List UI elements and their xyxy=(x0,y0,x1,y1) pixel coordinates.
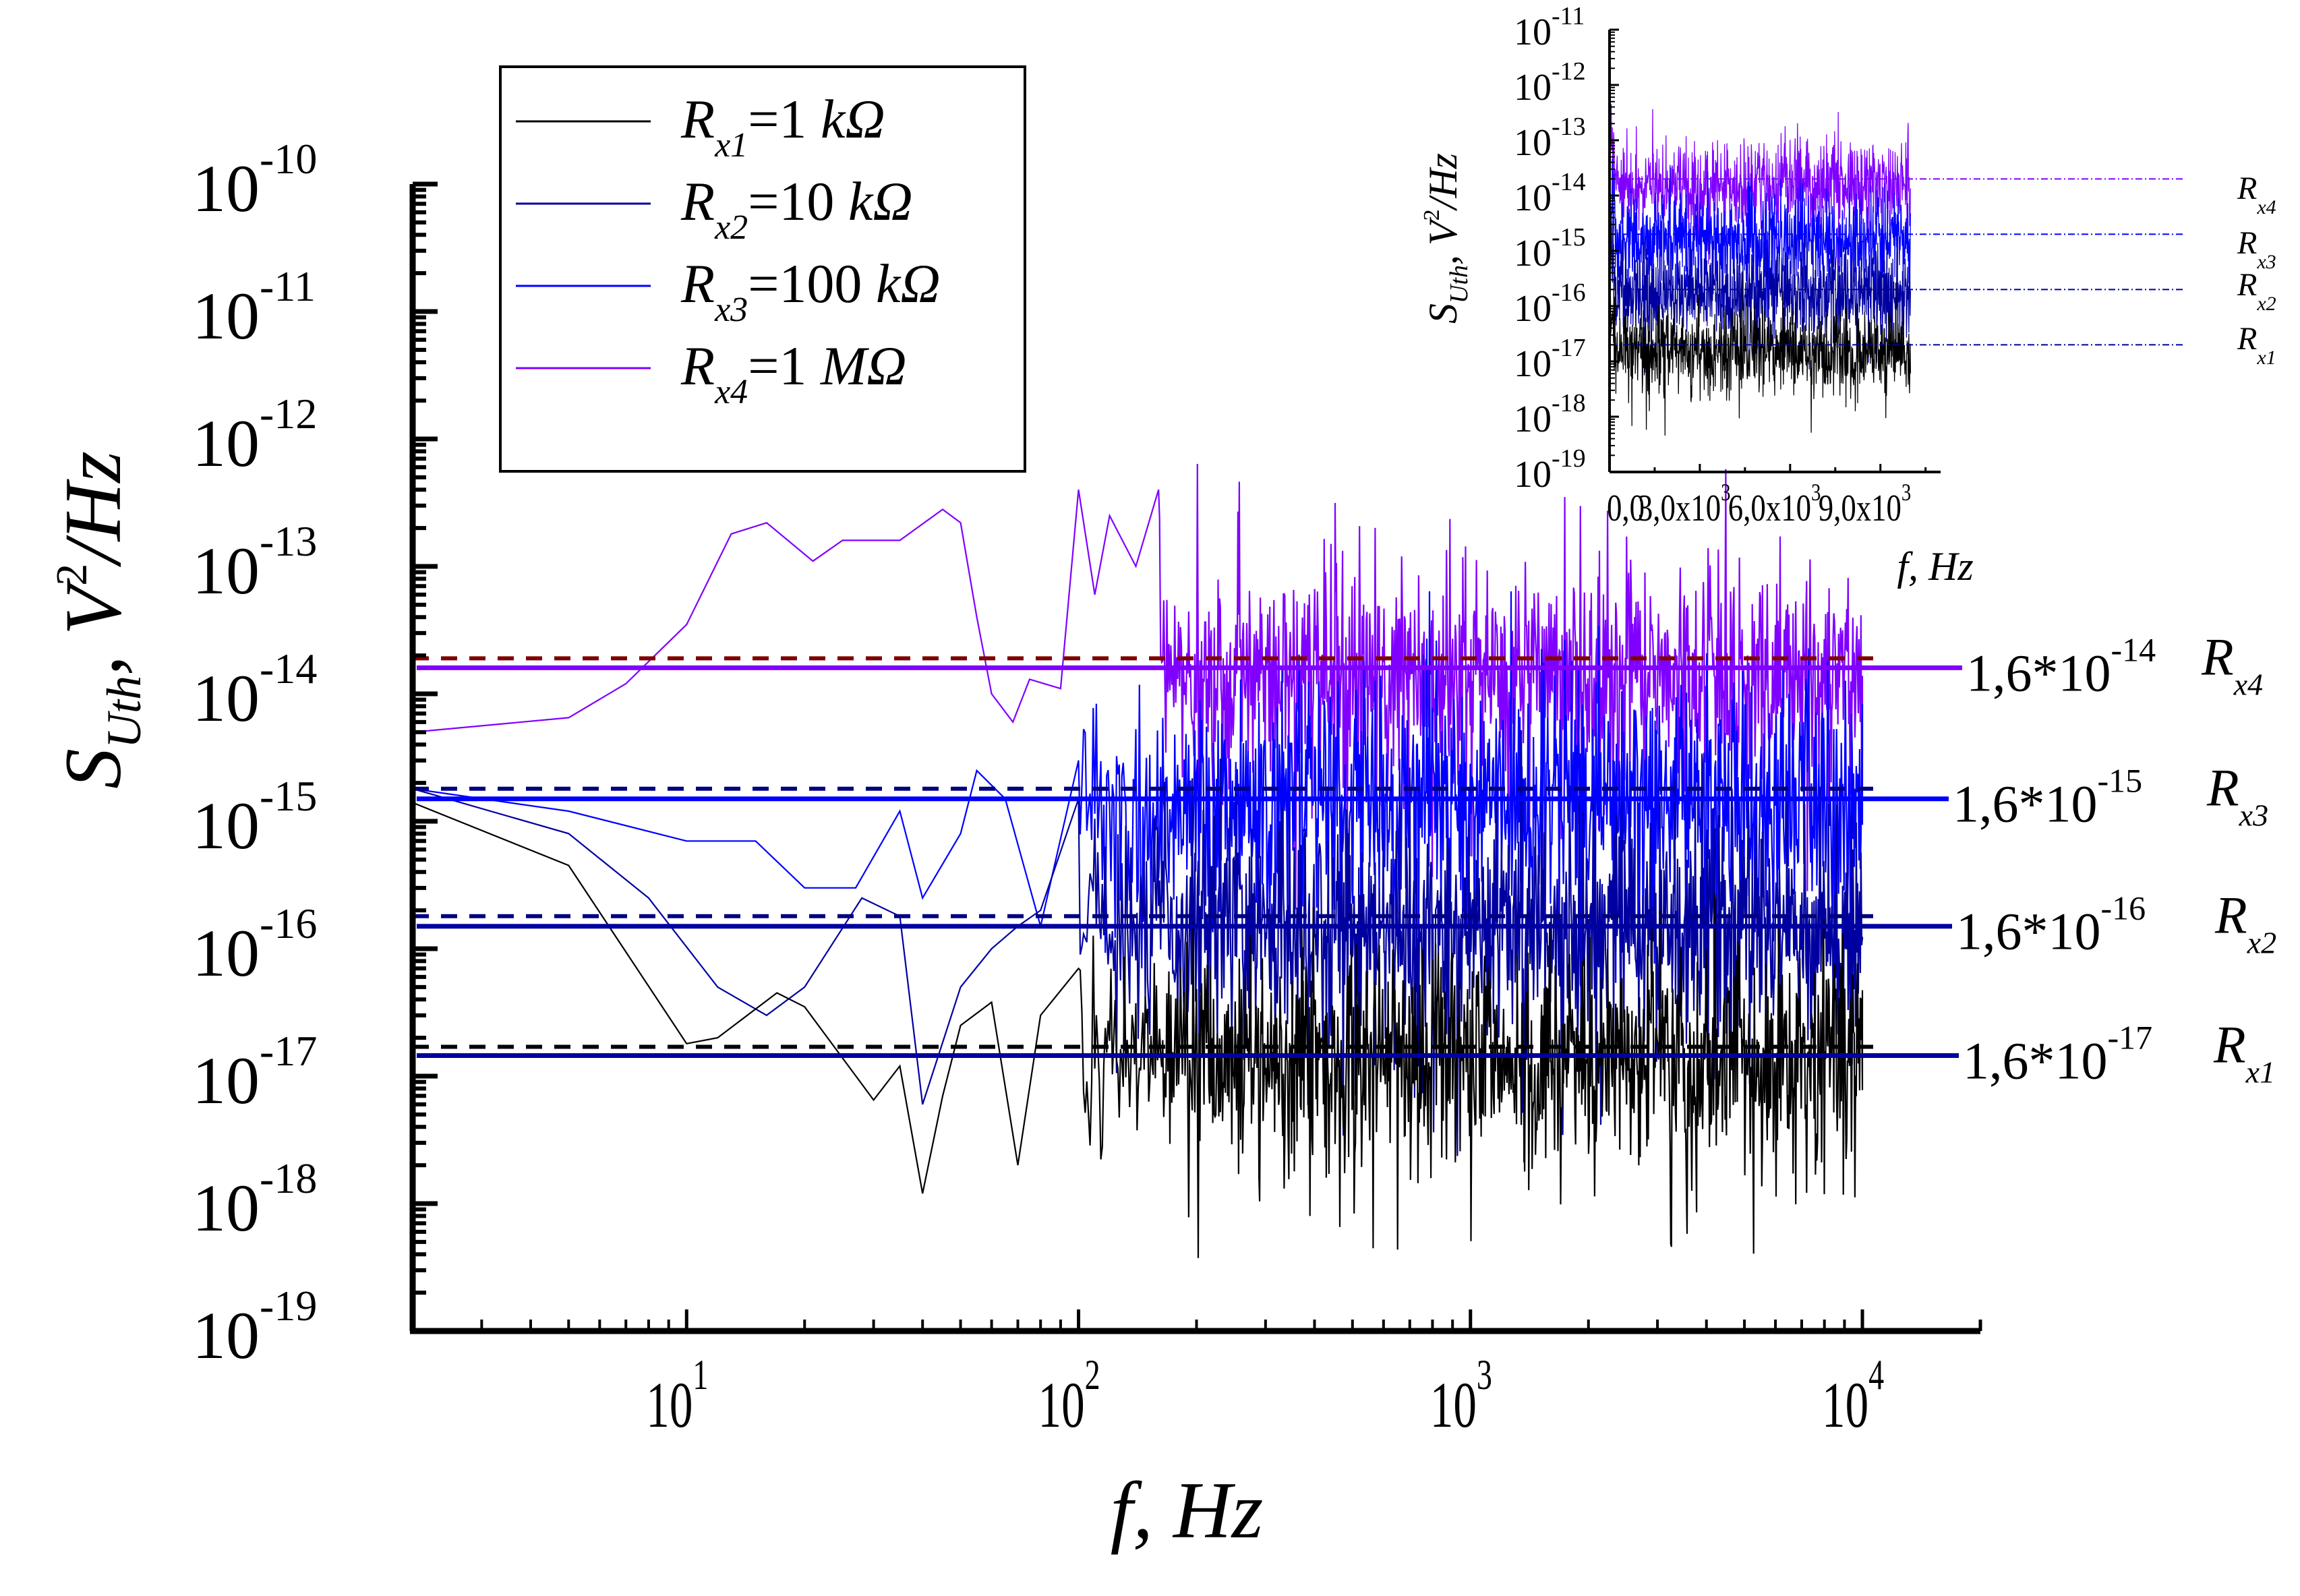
main-x-tick-label: 103 xyxy=(1430,1351,1492,1442)
reference-resistor-label-x1: Rx1 xyxy=(2213,1015,2275,1090)
inset-y-tick-label: 10-17 xyxy=(1514,334,1586,385)
inset-reference-label-x2: Rx2 xyxy=(2237,267,2276,315)
reference-value-label-x2: 1,6*10-16 xyxy=(1956,889,2146,961)
main-y-tick-label: 10-18 xyxy=(192,1154,317,1245)
main-y-tick-label: 10-10 xyxy=(192,135,317,226)
inset-y-tick-label: 10-11 xyxy=(1514,2,1585,53)
main-y-tick-label: 10-16 xyxy=(192,899,317,991)
main-y-tick-label: 10-12 xyxy=(192,390,317,481)
reference-value-label-x1: 1,6*10-17 xyxy=(1963,1019,2152,1090)
inset-series-line-2 xyxy=(1609,216,1912,373)
inset-series-line-4 xyxy=(1609,104,1912,272)
inset-y-tick-label: 10-14 xyxy=(1514,168,1586,219)
main-reference-labels: 1,6*10-14 Rx4 1,6*10-15 Rx3 1,6*10-16 Rx2 1,6*… xyxy=(1953,627,2276,1090)
main-y-tick-label: 10-17 xyxy=(192,1027,317,1118)
series-line-2 xyxy=(412,730,1864,1162)
inset-x-tick-label: 3,0x103 xyxy=(1638,479,1731,529)
reference-value-label-x4: 1,6*10-14 xyxy=(1966,630,2156,702)
inset-y-tick-label: 10-13 xyxy=(1514,113,1586,164)
inset-y-tick-labels: 10-1110-1210-1310-1410-1510-1610-1710-18… xyxy=(1514,2,1586,496)
main-traces xyxy=(412,463,1864,1258)
main-axes xyxy=(409,181,1982,1334)
reference-resistor-label-x4: Rx4 xyxy=(2201,627,2263,701)
main-x-tick-labels: 101 102 103 104 xyxy=(646,1351,1884,1442)
inset-y-tick-label: 10-19 xyxy=(1514,444,1586,496)
inset-axes xyxy=(1608,28,1941,473)
inset-x-tick-label: 6,0x103 xyxy=(1728,479,1821,529)
main-x-tick-label: 104 xyxy=(1822,1351,1884,1442)
legend-label-x3: Rx3=100 kΩ xyxy=(680,253,941,329)
inset-reference-label-x4: Rx4 xyxy=(2237,171,2276,218)
inset-y-axis-label: SUth,V2/Hz xyxy=(1419,153,1473,324)
main-y-tick-label: 10-14 xyxy=(192,645,317,736)
main-y-tick-label: 10-13 xyxy=(192,517,317,608)
legend-frame xyxy=(499,65,1026,473)
reference-value-label-x3: 1,6*10-15 xyxy=(1953,762,2142,833)
main-y-tick-labels: 10-10 10-11 10-12 10-13 10-14 10-15 10-16 10-17… xyxy=(192,135,317,1373)
inset-y-tick-label: 10-15 xyxy=(1514,223,1586,274)
inset-x-tick-label: 9,0x103 xyxy=(1819,479,1912,529)
inset-traces xyxy=(1609,104,1912,436)
main-x-tick-label: 102 xyxy=(1038,1351,1100,1442)
series-line-4 xyxy=(412,463,1864,910)
main-y-tick-label: 10-19 xyxy=(192,1282,317,1373)
inset-x-tick-label: 0,0 xyxy=(1607,487,1645,529)
main-y-tick-label: 10-11 xyxy=(192,262,316,353)
inset-y-tick-label: 10-18 xyxy=(1514,389,1586,440)
inset-x-axis-label: f, Hz xyxy=(1897,544,1973,589)
inset-chart: 10-1110-1210-1310-1410-1510-1610-1710-18… xyxy=(1419,2,2276,589)
main-reference-lines xyxy=(413,656,1962,1059)
main-x-axis-label: f, Hz xyxy=(1111,1465,1264,1555)
main-x-tick-label: 101 xyxy=(646,1351,708,1442)
reference-resistor-label-x2: Rx2 xyxy=(2214,886,2276,960)
inset-y-tick-label: 10-16 xyxy=(1514,278,1586,330)
inset-y-tick-label: 10-12 xyxy=(1514,57,1586,109)
main-chart: 10-1010-1110-1210-1310-1410-1510-1610-17… xyxy=(47,65,2276,1555)
legend-label-x2: Rx2=10 kΩ xyxy=(680,171,913,247)
legend-label-x4: Rx4=1 MΩ xyxy=(680,335,907,411)
main-y-tick-label: 10-15 xyxy=(192,772,317,863)
legend-label-x1: Rx1=1 kΩ xyxy=(680,88,885,165)
inset-reference-label-x3: Rx3 xyxy=(2237,225,2276,273)
inset-reference-label-x1: Rx1 xyxy=(2237,321,2276,369)
main-y-axis-label: SUth,V2/Hz xyxy=(47,451,151,789)
reference-resistor-label-x3: Rx3 xyxy=(2206,759,2268,833)
inset-series-line-1 xyxy=(1609,264,1912,436)
series-line-1 xyxy=(412,802,1864,1258)
inset-reference-lines xyxy=(1610,178,2183,346)
